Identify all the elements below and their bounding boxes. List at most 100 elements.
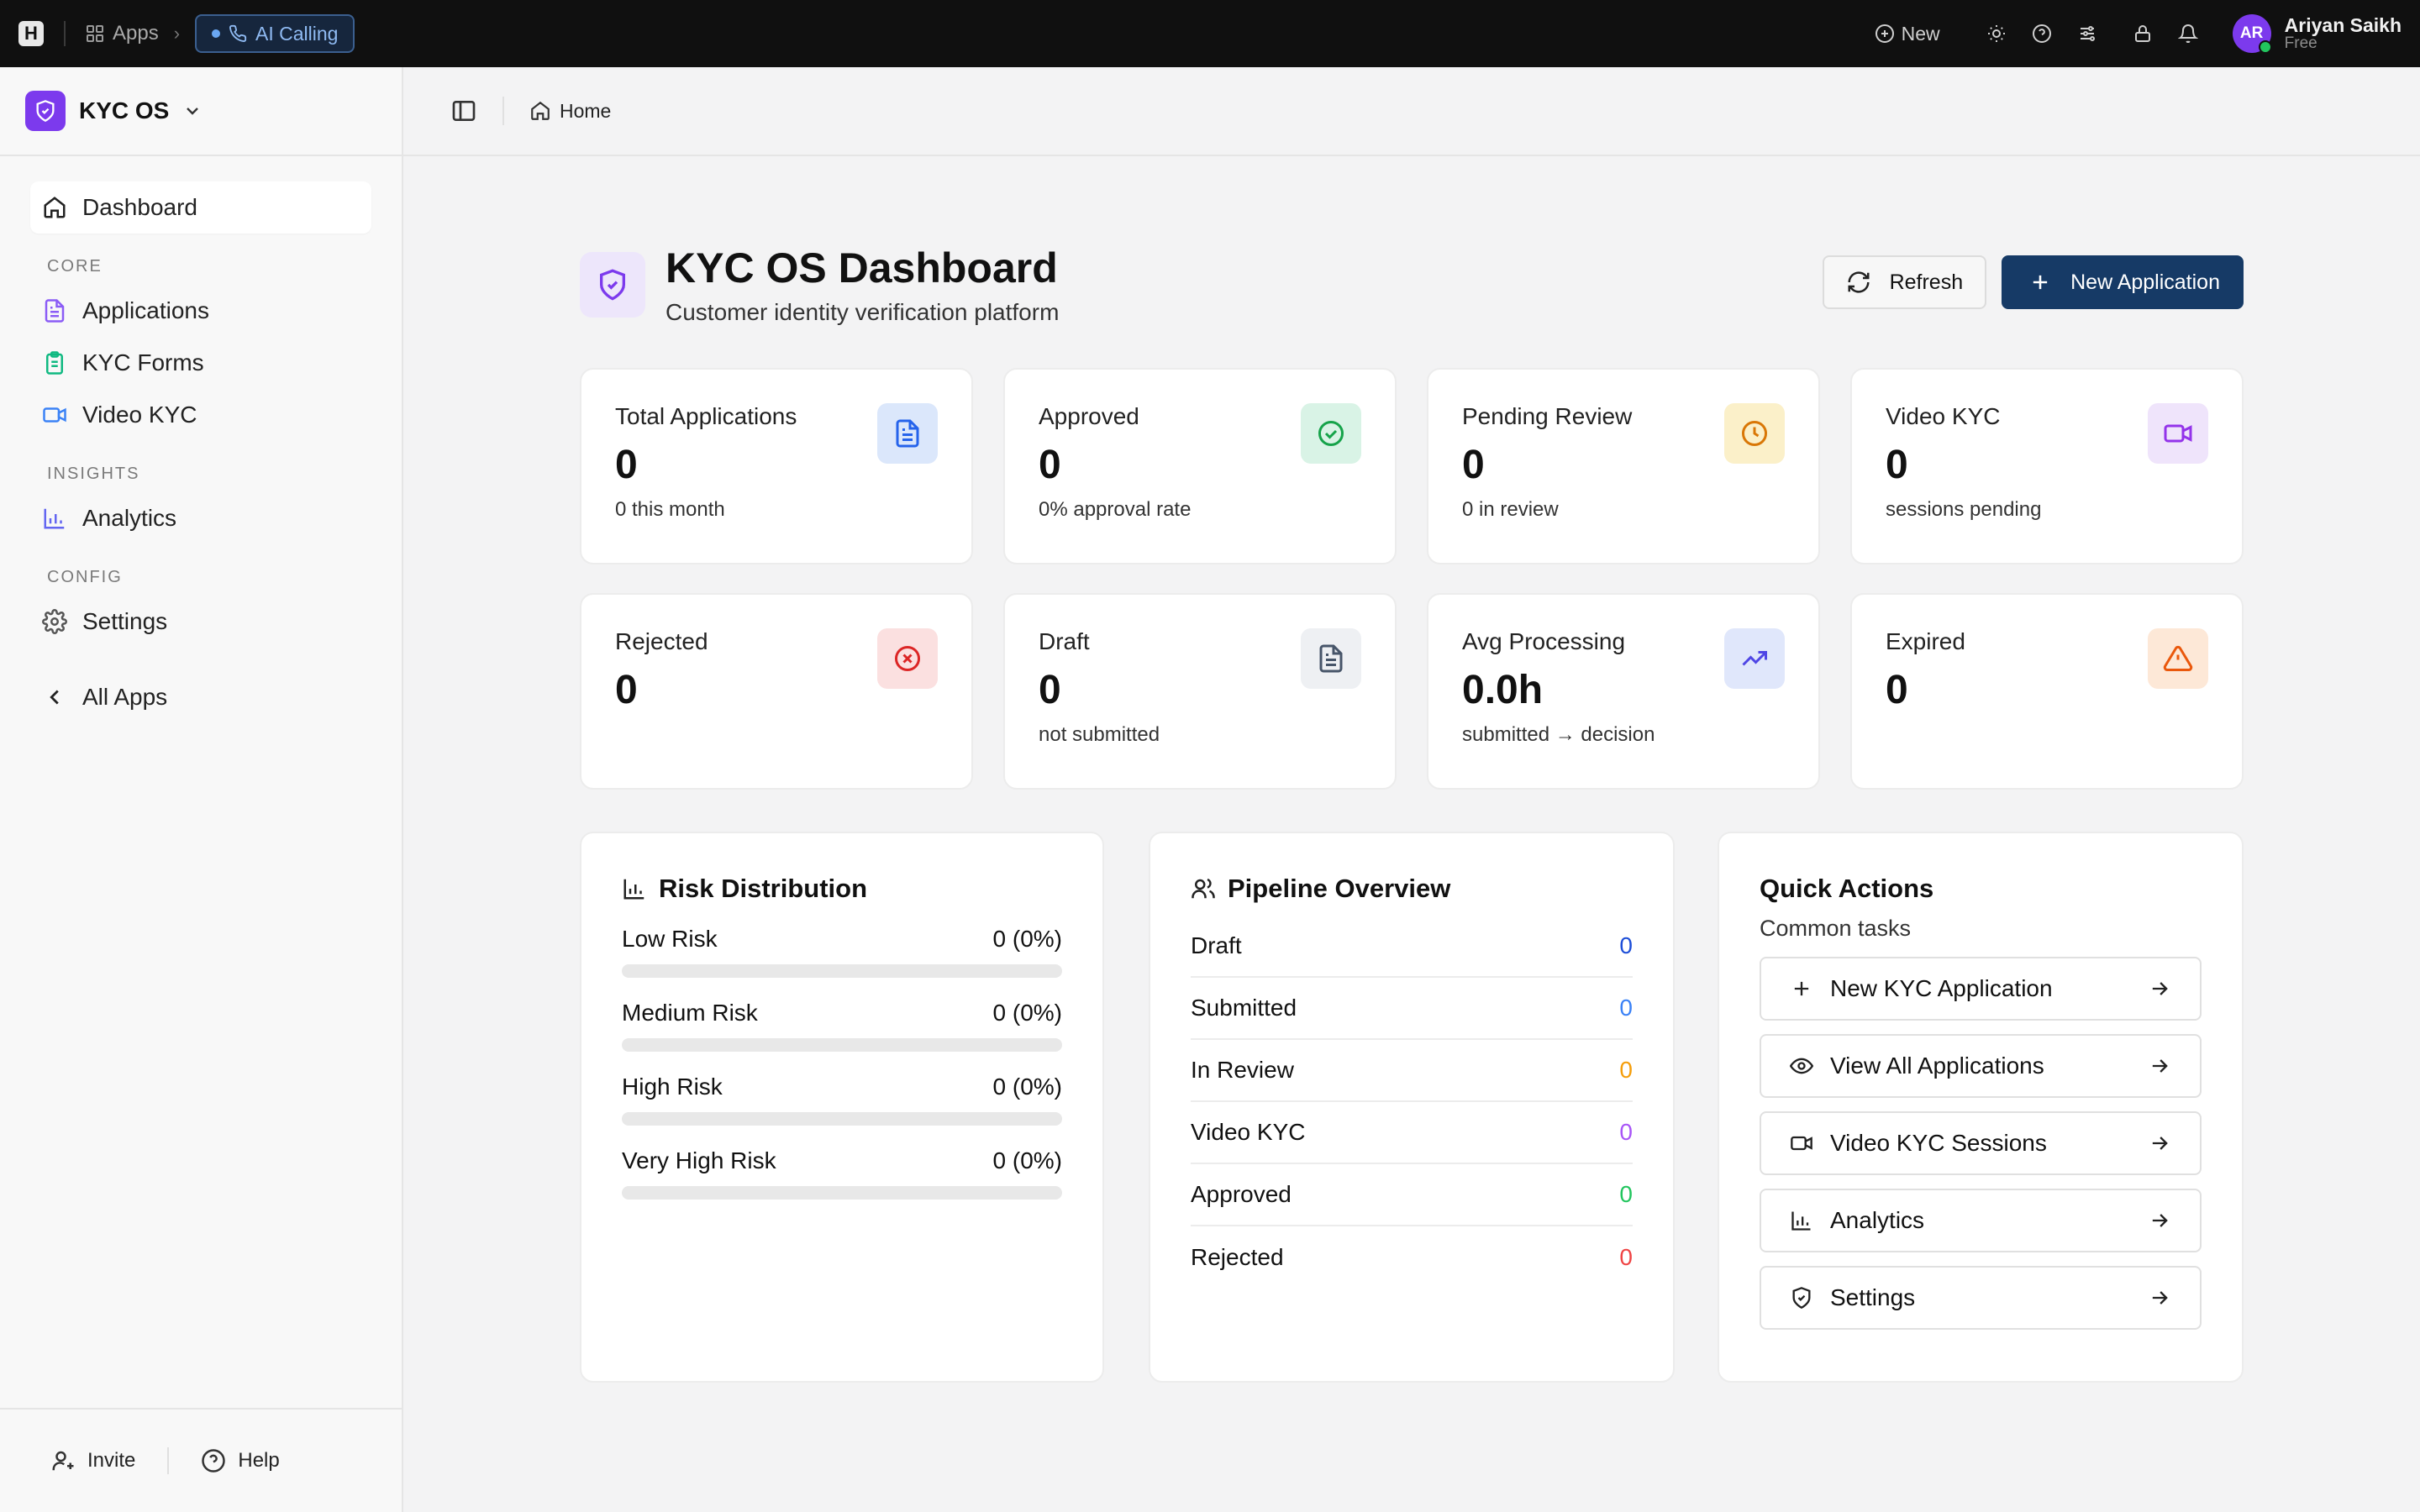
panel-title: Pipeline Overview xyxy=(1191,874,1633,904)
page-subtitle: Customer identity verification platform xyxy=(666,299,1060,325)
app-name: KYC OS xyxy=(79,97,170,123)
bar-chart-icon xyxy=(44,508,65,529)
invite-button[interactable]: Invite xyxy=(50,1448,135,1473)
status-dot xyxy=(212,29,221,38)
plus-circle-icon xyxy=(1875,24,1894,43)
stat-value: 0 xyxy=(1039,668,1061,712)
new-label: New xyxy=(1901,22,1940,45)
sidebar-item-kyc-forms[interactable]: KYC Forms xyxy=(30,337,371,389)
app-switcher[interactable]: KYC OS xyxy=(0,67,402,156)
eye-icon xyxy=(1790,1058,1813,1074)
section-label-config: CONFIG xyxy=(47,568,123,586)
apps-label: Apps xyxy=(113,22,159,45)
divider xyxy=(167,1447,170,1474)
risk-row-very-high: Very High Risk 0 (0%) xyxy=(622,1147,1062,1200)
analytics-button[interactable]: Analytics xyxy=(1760,1189,2202,1252)
pipeline-label: Video KYC xyxy=(1191,1119,1306,1145)
shield-icon xyxy=(1792,1287,1811,1309)
video-icon xyxy=(2148,403,2208,464)
arrow-right-icon xyxy=(2152,982,2168,995)
pipeline-value: 0 xyxy=(1619,1119,1633,1145)
stat-sub: submitted → decision xyxy=(1462,723,1655,746)
refresh-label: Refresh xyxy=(1889,270,1964,294)
pipeline-label: Rejected xyxy=(1191,1244,1284,1270)
pipeline-value: 0 xyxy=(1619,1244,1633,1270)
risk-value: 0 (0%) xyxy=(992,1074,1062,1100)
sidebar-item-video-kyc[interactable]: Video KYC xyxy=(30,389,371,441)
help-circle-icon[interactable] xyxy=(2031,23,2053,45)
ai-calling-pill[interactable]: AI Calling xyxy=(195,14,355,53)
stat-sub: 0% approval rate xyxy=(1039,498,1192,521)
user-plan: Free xyxy=(2284,34,2317,53)
help-button[interactable]: Help xyxy=(201,1448,280,1473)
sidebar-item-applications[interactable]: Applications xyxy=(30,285,371,337)
pipeline-row-approved: Approved 0 xyxy=(1191,1164,1633,1226)
chevron-down-icon xyxy=(187,108,199,115)
top-bar: H Apps › AI Calling New AR Ariyan Saikh … xyxy=(0,0,2420,67)
sidebar-item-all-apps[interactable]: All Apps xyxy=(30,671,371,723)
users-icon xyxy=(1192,878,1215,899)
sidebar-footer: Invite Help xyxy=(0,1408,402,1512)
panel-title: Risk Distribution xyxy=(622,874,1062,904)
chevron-right-icon: › xyxy=(173,23,181,44)
breadcrumb[interactable]: Home xyxy=(529,100,611,123)
breadcrumb-bar: Home xyxy=(403,67,2420,156)
sidebar: KYC OS Dashboard CORE Applications KYC F… xyxy=(0,67,403,1512)
quick-action-label: Settings xyxy=(1830,1284,1916,1310)
sliders-icon[interactable] xyxy=(2076,23,2098,45)
sidebar-item-dashboard[interactable]: Dashboard xyxy=(30,181,371,234)
risk-progress-bar xyxy=(622,964,1062,978)
risk-rows: Low Risk 0 (0%) Medium Risk 0 (0%) High Ri… xyxy=(622,926,1062,1200)
risk-label: High Risk xyxy=(622,1074,723,1100)
sidebar-item-settings[interactable]: Settings xyxy=(30,596,371,648)
arrow-right-icon xyxy=(2152,1291,2168,1305)
pipeline-row-in-review: In Review 0 xyxy=(1191,1040,1633,1102)
arrow-right-icon xyxy=(2152,1137,2168,1150)
page-header: KYC OS Dashboard Customer identity verif… xyxy=(580,244,1059,326)
invite-label: Invite xyxy=(87,1449,136,1472)
stat-label: Draft xyxy=(1039,628,1090,654)
risk-value: 0 (0%) xyxy=(992,1147,1062,1173)
pipeline-label: Approved xyxy=(1191,1181,1292,1207)
pipeline-row-video-kyc: Video KYC 0 xyxy=(1191,1102,1633,1164)
quick-action-label: Video KYC Sessions xyxy=(1830,1130,2047,1156)
page-title: KYC OS Dashboard xyxy=(666,244,1058,291)
settings-button[interactable]: Settings xyxy=(1760,1266,2202,1330)
sidebar-item-label: Analytics xyxy=(82,505,177,531)
refresh-button[interactable]: Refresh xyxy=(1822,255,1987,309)
video-kyc-sessions-button[interactable]: Video KYC Sessions xyxy=(1760,1111,2202,1175)
quick-action-label: New KYC Application xyxy=(1830,975,2053,1001)
stat-value: 0 xyxy=(615,443,638,487)
sidebar-item-analytics[interactable]: Analytics xyxy=(30,492,371,544)
risk-label: Low Risk xyxy=(622,926,718,952)
quick-action-label: Analytics xyxy=(1830,1207,1925,1233)
user-info[interactable]: Ariyan Saikh Free xyxy=(2285,15,2402,52)
workspace-logo-icon[interactable]: H xyxy=(18,21,44,46)
apps-button[interactable]: Apps xyxy=(86,22,159,45)
pipeline-row-rejected: Rejected 0 xyxy=(1191,1226,1633,1289)
stat-card-rejected: Rejected 0 xyxy=(580,593,973,790)
home-icon xyxy=(44,197,66,218)
stat-label: Rejected xyxy=(615,628,708,654)
view-all-applications-button[interactable]: View All Applications xyxy=(1760,1034,2202,1098)
new-application-button[interactable]: New Application xyxy=(2002,255,2244,309)
stat-label: Pending Review xyxy=(1462,403,1633,429)
stat-label: Approved xyxy=(1039,403,1139,429)
x-circle-icon xyxy=(877,628,938,689)
header-actions: Refresh New Application xyxy=(1822,255,2244,309)
stat-label: Avg Processing xyxy=(1462,628,1626,654)
pipeline-value: 0 xyxy=(1619,1181,1633,1207)
shield-icon xyxy=(580,252,645,318)
sidebar-toggle-icon[interactable] xyxy=(450,97,477,124)
panel-title: Quick Actions xyxy=(1760,874,2202,904)
risk-progress-bar xyxy=(622,1112,1062,1126)
gear-icon xyxy=(42,609,67,634)
section-label-core: CORE xyxy=(47,257,103,276)
stat-value: 0 xyxy=(1462,443,1485,487)
new-kyc-application-button[interactable]: New KYC Application xyxy=(1760,957,2202,1021)
sun-icon[interactable] xyxy=(1986,23,2007,45)
bell-icon[interactable] xyxy=(2177,23,2199,45)
new-button[interactable]: New xyxy=(1875,23,1940,45)
lock-icon[interactable] xyxy=(2132,23,2154,45)
user-avatar[interactable]: AR xyxy=(2232,14,2272,54)
